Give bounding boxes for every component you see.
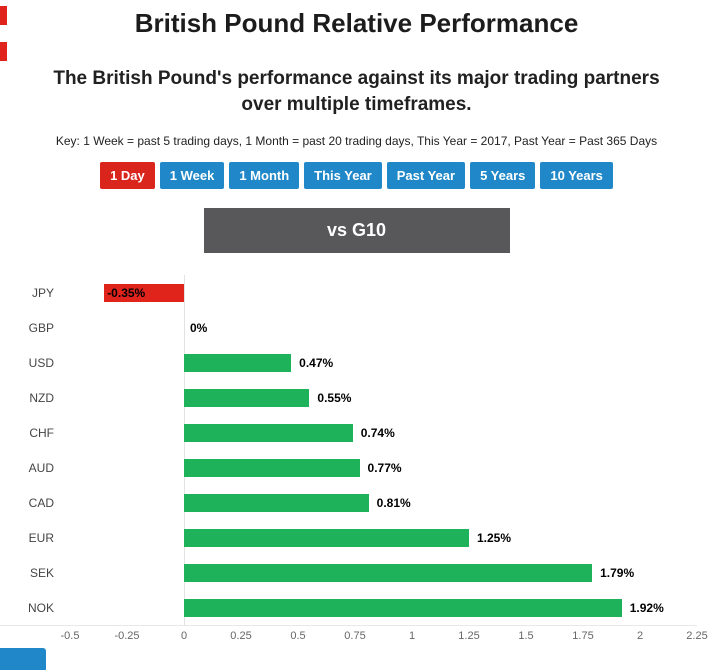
bar-track: 0% bbox=[70, 310, 697, 345]
timeframe-button-past-year[interactable]: Past Year bbox=[386, 162, 466, 189]
timeframe-button-5-years[interactable]: 5 Years bbox=[470, 162, 536, 189]
category-label: USD bbox=[28, 355, 54, 370]
bar[interactable] bbox=[184, 493, 369, 512]
chart-row: NZD 0.55% bbox=[0, 380, 697, 415]
bar-track: 1.92% bbox=[70, 590, 697, 625]
edge-fragment-top bbox=[0, 6, 7, 25]
key-text: Key: 1 Week = past 5 trading days, 1 Mon… bbox=[55, 134, 658, 148]
chart-row: USD 0.47% bbox=[0, 345, 697, 380]
category-label: SEK bbox=[29, 565, 54, 580]
bar-track: 0.55% bbox=[70, 380, 697, 415]
category-label: NZD bbox=[29, 390, 54, 405]
bar[interactable] bbox=[184, 388, 310, 407]
category-label: JPY bbox=[31, 285, 54, 300]
bar[interactable] bbox=[184, 598, 622, 617]
chart-rows: JPY -0.35% GBP 0% USD 0.47% NZD 0.55% CHF 0.74% AU… bbox=[0, 275, 697, 626]
timeframe-buttons: 1 Day 1 Week 1 Month This Year Past Year… bbox=[0, 162, 713, 189]
category-label: CAD bbox=[28, 495, 54, 510]
x-tick-label: 2 bbox=[636, 630, 644, 642]
timeframe-button-1-month[interactable]: 1 Month bbox=[229, 162, 300, 189]
chart-row: AUD 0.77% bbox=[0, 450, 697, 485]
category-label: AUD bbox=[28, 460, 54, 475]
chart-row: JPY -0.35% bbox=[0, 275, 697, 310]
x-tick-label: 1.25 bbox=[458, 630, 480, 642]
timeframe-button-1-week[interactable]: 1 Week bbox=[159, 162, 225, 189]
x-tick-label: 0.25 bbox=[230, 630, 252, 642]
timeframe-button-10-years[interactable]: 10 Years bbox=[540, 162, 613, 189]
x-tick-label: 2.25 bbox=[686, 630, 708, 642]
edge-fragment-mid bbox=[0, 42, 7, 61]
chart-row: CAD 0.81% bbox=[0, 485, 697, 520]
category-label: EUR bbox=[28, 530, 54, 545]
bar-track: 0.47% bbox=[70, 345, 697, 380]
x-tick-label: 1.75 bbox=[572, 630, 594, 642]
chart-row: CHF 0.74% bbox=[0, 415, 697, 450]
zero-line bbox=[184, 275, 185, 625]
bar-track: 0.81% bbox=[70, 485, 697, 520]
bar[interactable] bbox=[184, 458, 360, 477]
chart-row: SEK 1.79% bbox=[0, 555, 697, 590]
category-label: CHF bbox=[29, 425, 54, 440]
value-label: 0.81% bbox=[376, 495, 411, 510]
timeframe-button-this-year[interactable]: This Year bbox=[304, 162, 382, 189]
chart: JPY -0.35% GBP 0% USD 0.47% NZD 0.55% CHF 0.74% AU… bbox=[0, 275, 708, 650]
timeframe-button-1-day[interactable]: 1 Day bbox=[100, 162, 155, 189]
group-banner: vs G10 bbox=[203, 208, 510, 253]
bar[interactable] bbox=[184, 423, 353, 442]
bar[interactable] bbox=[104, 283, 184, 302]
x-tick-label: 1 bbox=[408, 630, 416, 642]
value-label: 1.79% bbox=[600, 565, 635, 580]
bar-track: 0.74% bbox=[70, 415, 697, 450]
x-tick-label: 0 bbox=[180, 630, 188, 642]
bar[interactable] bbox=[184, 563, 593, 582]
group-banner-label: vs G10 bbox=[326, 220, 387, 240]
chart-row: GBP 0% bbox=[0, 310, 697, 345]
bar-track: 1.25% bbox=[70, 520, 697, 555]
value-label: 1.25% bbox=[477, 530, 512, 545]
bar-track: 1.79% bbox=[70, 555, 697, 590]
x-tick-label: 0.5 bbox=[290, 630, 306, 642]
bar-track: -0.35% bbox=[70, 275, 697, 310]
bar[interactable] bbox=[184, 353, 292, 372]
value-label: 0.47% bbox=[299, 355, 334, 370]
x-tick-label: 0.75 bbox=[344, 630, 366, 642]
x-axis: -0.5 -0.25 0 0.25 0.5 0.75 1 1.25 1.5 1.75 2 2.25 bbox=[61, 630, 708, 650]
value-label: 0.74% bbox=[360, 425, 395, 440]
chart-row: EUR 1.25% bbox=[0, 520, 697, 555]
chart-row: NOK 1.92% bbox=[0, 590, 697, 625]
value-label: 0% bbox=[190, 320, 208, 335]
x-tick-label: 1.5 bbox=[518, 630, 534, 642]
page-subtitle: The British Pound's performance against … bbox=[53, 68, 660, 115]
category-label: GBP bbox=[28, 320, 54, 335]
bar[interactable] bbox=[184, 528, 469, 547]
edge-fragment-bottom-left[interactable] bbox=[0, 648, 46, 670]
x-tick-label: -0.25 bbox=[114, 630, 140, 642]
x-tick-label: -0.5 bbox=[60, 630, 80, 642]
category-label: NOK bbox=[27, 600, 54, 615]
value-label: 0.55% bbox=[317, 390, 352, 405]
value-label: 1.92% bbox=[629, 600, 664, 615]
page-title: British Pound Relative Performance bbox=[134, 8, 579, 38]
value-label: -0.35% bbox=[107, 285, 146, 300]
bar-track: 0.77% bbox=[70, 450, 697, 485]
value-label: 0.77% bbox=[367, 460, 402, 475]
